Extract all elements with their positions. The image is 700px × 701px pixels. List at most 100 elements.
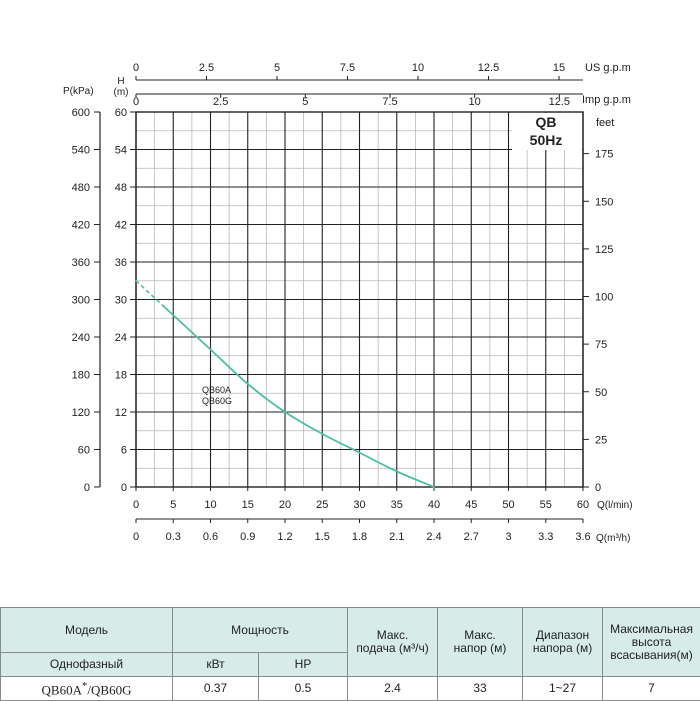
head-tick-label: 6 [121,445,127,457]
q-lmin-tick-label: 15 [242,499,254,511]
q-lmin-tick-label: 45 [465,499,477,511]
cell-model: QB60A*/QB60G [0,676,173,701]
head-tick-label: 12 [115,407,127,419]
head-tick-label: 48 [115,182,127,194]
feet-tick-label: 125 [595,244,613,256]
q-lmin-tick-label: 55 [540,499,552,511]
head-tick-label: 36 [115,257,127,269]
cell-kw: 0.37 [172,676,259,701]
kpa-tick-label: 120 [72,407,90,419]
feet-tick-label: 0 [595,482,601,494]
head-tick-label: 0 [121,482,127,494]
series-point [172,314,175,317]
head-tick-label: 54 [115,145,127,157]
q-lmin-tick-label: 10 [204,499,216,511]
model-name: QB60A [41,682,82,698]
header-phase: Однофазный [0,652,173,677]
top-axis-tick-label: 0 [133,96,139,108]
head-tick-label: 42 [115,220,127,232]
imp-gpm-axis-label: Imp g.p.m [582,94,631,106]
feet-tick-label: 175 [595,149,613,161]
kpa-tick-label: 300 [72,295,90,307]
cell-max-flow: 2.4 [347,676,439,701]
model-star: * [81,680,88,693]
model-alt-name: /QB60G [87,682,132,698]
series-point [284,411,286,413]
head-tick-label: 18 [115,370,127,382]
q-lmin-tick-label: 60 [577,499,589,511]
kpa-tick-label: 360 [72,257,90,269]
chart-grid [135,111,584,488]
kpa-tick-label: 0 [84,482,90,494]
q-lmin-tick-label: 50 [502,499,514,511]
series-point [209,348,212,351]
q-m3h-tick-label: 2.4 [426,531,441,543]
series-point [246,382,249,385]
q-m3h-tick-label: 1.5 [315,531,330,543]
top-axis-tick-label: 15 [553,62,565,74]
header-power: Мощность [171,607,349,653]
feet-tick-label: 150 [595,196,613,208]
header-head-range: Диапазон напора (м) [522,607,604,677]
top-axis-tick-label: 10 [412,62,424,74]
cell-hp: 0.5 [257,676,349,701]
top-axis-tick-label: 5 [302,96,308,108]
model-badge: QB 50Hz [530,114,563,148]
top-axis-tick-label: 2.5 [213,96,228,108]
series-point [395,470,398,473]
header-hp: HP [257,652,349,677]
chart-series [135,279,435,488]
q-m3h-tick-label: 3.3 [538,531,553,543]
q-m3h-tick-label: 2.1 [389,531,404,543]
kpa-tick-label: 240 [72,332,90,344]
q-m3h-tick-label: 1.2 [277,531,292,543]
header-max-head: Макс. напор (м) [437,607,524,677]
q-m3h-tick-label: 1.8 [352,531,367,543]
head-axis-label-line-2: (m) [114,87,129,98]
kpa-tick-label: 600 [72,107,90,119]
top-axis-tick-label: 0 [133,62,139,74]
top-axis-tick-label: 5 [274,62,280,74]
top-axis-tick-label: 7.5 [340,62,355,74]
head-tick-label: 24 [115,332,127,344]
q-m3h-tick-label: 0.3 [166,531,181,543]
head-tick-label: 60 [115,107,127,119]
kpa-tick-label: 480 [72,182,90,194]
q-m3h-tick-label: 3.6 [575,531,590,543]
q-lmin-axis-label: Q(l/min) [597,500,633,511]
kpa-axis-label: P(kPa) [63,86,94,97]
kpa-tick-label: 180 [72,370,90,382]
q-m3h-tick-label: 0.9 [240,531,255,543]
top-axis-tick-label: 12.5 [549,96,570,108]
series-curve-dashed [135,280,163,306]
q-lmin-tick-label: 25 [316,499,328,511]
badge-line-2: 50Hz [530,132,563,148]
feet-tick-label: 25 [595,434,607,446]
q-lmin-tick-label: 20 [279,499,291,511]
q-m3h-tick-label: 0.6 [203,531,218,543]
pump-spec-table: Модель Мощность Макс. подача (м³/ч) Макс… [0,607,700,701]
q-m3h-axis-label: Q(m³/h) [596,533,630,544]
cell-max-head: 33 [437,676,524,701]
q-lmin-tick-label: 30 [353,499,365,511]
q-m3h-tick-label: 3 [505,531,511,543]
top-axis-tick-label: 10 [469,96,481,108]
badge-line-1: QB [536,114,557,130]
head-tick-label: 30 [115,295,127,307]
series-label-line-1: QB60A [202,385,231,395]
header-suction-height: Максимальная высота всасывания(м) [602,607,700,677]
top-axis-tick-label: 2.5 [199,62,214,74]
q-lmin-tick-label: 5 [170,499,176,511]
kpa-tick-label: 540 [72,145,90,157]
series-point [135,279,137,282]
series-point [433,486,435,488]
q-m3h-tick-label: 2.7 [464,531,479,543]
cell-suction: 7 [602,676,700,701]
series-point [321,432,324,435]
q-lmin-tick-label: 40 [428,499,440,511]
kpa-tick-label: 420 [72,220,90,232]
feet-tick-label: 50 [595,387,607,399]
q-lmin-tick-label: 35 [391,499,403,511]
